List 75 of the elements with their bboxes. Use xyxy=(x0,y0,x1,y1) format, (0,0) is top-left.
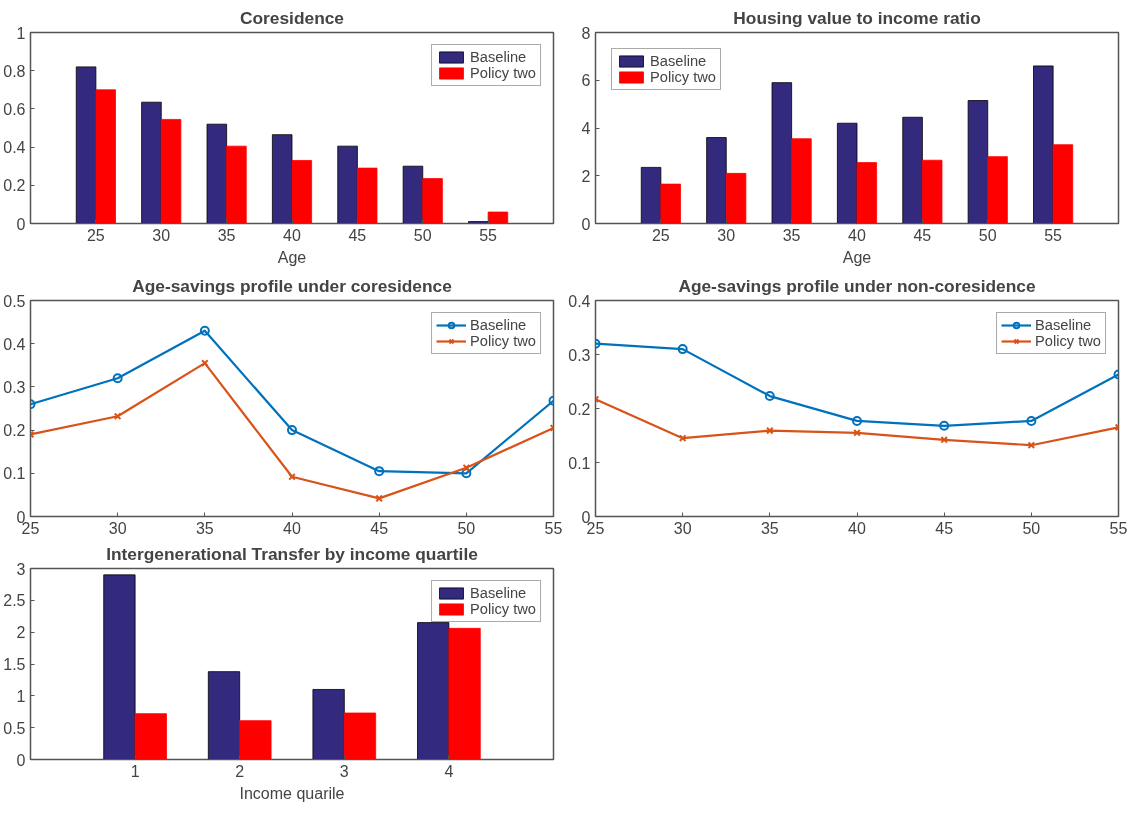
chart-title: Coresidence xyxy=(239,7,345,28)
x-tick-label: 25 xyxy=(86,226,105,244)
chart-title: Age-savings profile under non-coresidence xyxy=(678,275,1036,296)
x-tick-label: 40 xyxy=(283,226,301,244)
x-tick-label: 55 xyxy=(544,519,563,537)
y-tick-label: 1 xyxy=(16,24,26,42)
y-tick-label: 0.5 xyxy=(3,292,26,310)
x-tick-label: 55 xyxy=(1044,226,1063,244)
y-tick-label: 2 xyxy=(581,167,591,185)
x-tick-label: 55 xyxy=(1109,519,1128,537)
legend-label: Policy two xyxy=(470,333,536,349)
y-tick-label: 0.3 xyxy=(3,378,26,396)
x-tick-label: 35 xyxy=(217,226,236,244)
y-tick-label: 0.4 xyxy=(3,139,26,157)
legend-label: Policy two xyxy=(470,601,536,617)
y-tick-label: 0.1 xyxy=(3,465,26,483)
y-tick-label: 0.3 xyxy=(568,346,591,364)
y-tick-label: 1.5 xyxy=(3,656,26,673)
x-tick-label: 40 xyxy=(848,226,866,244)
x-tick-label: 4 xyxy=(444,762,454,780)
x-tick-label: 55 xyxy=(479,226,498,244)
y-tick-label: 0.2 xyxy=(3,177,26,195)
x-tick-label: 1 xyxy=(130,762,140,780)
y-tick-label: 2 xyxy=(16,624,26,642)
x-axis-title: Age xyxy=(277,248,307,266)
x-tick-label: 45 xyxy=(935,519,954,537)
x-tick-label: 2 xyxy=(235,762,245,780)
y-tick-label: 2.5 xyxy=(3,592,26,610)
legend-label: Baseline xyxy=(1035,317,1092,333)
x-tick-label: 50 xyxy=(978,226,997,244)
legend-label: Baseline xyxy=(470,317,527,333)
x-tick-label: 40 xyxy=(283,519,301,537)
y-tick-label: 0.4 xyxy=(3,335,26,353)
x-tick-label: 35 xyxy=(782,226,801,244)
chart-title: Intergenerational Transfer by income quartile xyxy=(106,543,479,564)
x-tick-label: 30 xyxy=(152,226,171,244)
y-tick-label: 0 xyxy=(581,215,591,233)
legend-label: Baseline xyxy=(650,53,707,69)
y-tick-label: 3 xyxy=(16,560,26,578)
x-tick-label: 25 xyxy=(651,226,670,244)
legend-label: Policy two xyxy=(650,69,716,85)
x-axis-title: Age xyxy=(842,248,872,266)
y-tick-label: 0.2 xyxy=(3,422,26,440)
x-tick-label: 50 xyxy=(457,519,476,537)
y-tick-label: 0.1 xyxy=(568,454,591,472)
x-tick-label: 45 xyxy=(348,226,367,244)
x-tick-label: 35 xyxy=(760,519,779,537)
x-tick-label: 50 xyxy=(413,226,432,244)
y-tick-label: 0 xyxy=(16,751,26,769)
y-tick-label: 0.4 xyxy=(568,292,591,310)
chart-title: Age-savings profile under coresidence xyxy=(132,275,453,296)
x-axis-title: Income quarile xyxy=(239,784,345,802)
x-tick-label: 35 xyxy=(195,519,214,537)
legend-label: Policy two xyxy=(1035,333,1101,349)
x-tick-label: 30 xyxy=(673,519,692,537)
x-tick-label: 30 xyxy=(108,519,127,537)
chart-title: Housing value to income ratio xyxy=(733,7,981,28)
x-tick-label: 45 xyxy=(913,226,932,244)
x-tick-label: 40 xyxy=(848,519,866,537)
legend-label: Policy two xyxy=(470,65,536,81)
legend-label: Baseline xyxy=(470,49,527,65)
y-tick-label: 0.2 xyxy=(568,400,591,418)
y-tick-label: 8 xyxy=(581,24,591,42)
y-tick-label: 0.5 xyxy=(3,719,26,737)
y-tick-label: 0 xyxy=(16,215,26,233)
legend-label: Baseline xyxy=(470,585,527,601)
x-tick-label: 50 xyxy=(1022,519,1041,537)
y-tick-label: 0.8 xyxy=(3,62,26,80)
x-tick-label: 45 xyxy=(370,519,389,537)
y-tick-label: 4 xyxy=(581,120,591,137)
y-tick-label: 1 xyxy=(16,687,26,705)
y-tick-label: 0.6 xyxy=(3,100,26,118)
x-tick-label: 3 xyxy=(339,762,349,780)
y-tick-label: 6 xyxy=(581,72,591,90)
x-tick-label: 30 xyxy=(717,226,736,244)
